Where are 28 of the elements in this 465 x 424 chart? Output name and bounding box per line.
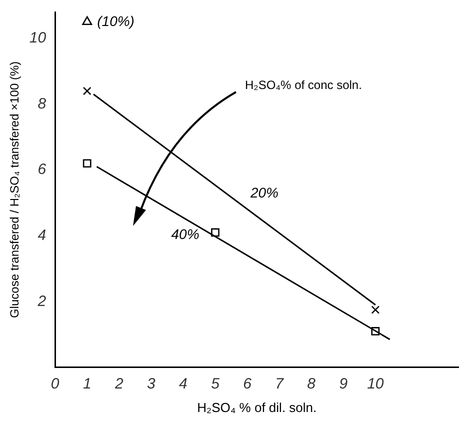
x-tick-label: 0 — [50, 376, 60, 393]
annotation: H₂SO₄% of conc soln. — [245, 78, 362, 92]
x-tick-label: 8 — [307, 376, 316, 393]
y-tick-label: 4 — [38, 226, 46, 244]
point — [82, 16, 92, 26]
x-tick-label: 7 — [275, 376, 284, 393]
point — [371, 327, 380, 336]
series-label: 20% — [249, 184, 278, 200]
y-axis-title: Glucose transfered / H₂SO₄ transfered ×100 (%) — [8, 61, 22, 318]
y-tick-label: 10 — [29, 30, 47, 46]
y-tick-label: 6 — [38, 161, 47, 178]
series-label: 40% — [171, 226, 200, 242]
x-tick-label: 5 — [211, 376, 220, 393]
point — [82, 159, 92, 168]
x-tick-label: 3 — [147, 376, 156, 393]
x-axis-title: H₂SO₄ % of dil. soln. — [197, 400, 317, 415]
x-tick-label: 1 — [82, 376, 92, 393]
x-tick-label: 9 — [339, 376, 348, 393]
y-tick-label: 8 — [38, 95, 47, 112]
point — [371, 306, 380, 314]
x-tick-label: 4 — [179, 376, 188, 393]
x-tick-label: 6 — [243, 376, 252, 393]
x-tick-label: 10 — [367, 376, 384, 393]
point — [82, 86, 92, 96]
x-tick-label: 2 — [114, 376, 124, 393]
series-label: (10%) — [97, 12, 134, 29]
y-tick-label: 2 — [36, 292, 47, 310]
point — [211, 228, 220, 237]
